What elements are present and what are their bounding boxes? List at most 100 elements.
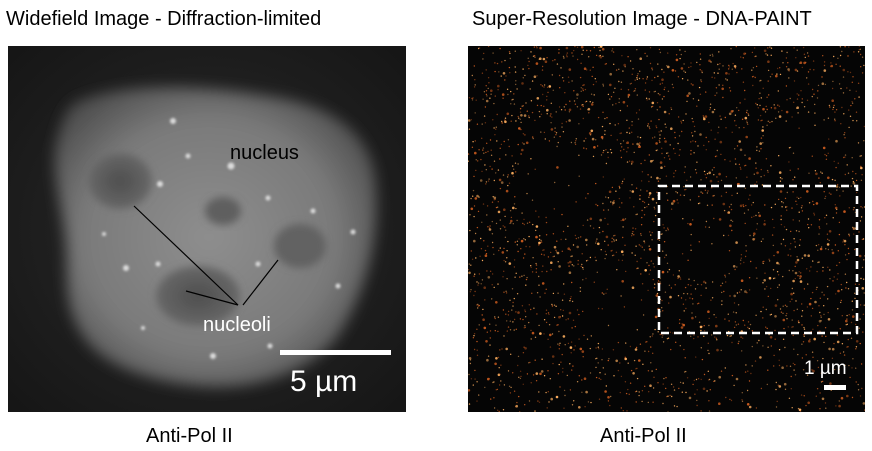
localization-point [693,279,695,282]
localization-point [855,346,858,348]
localization-point [762,345,764,347]
localization-point [676,192,679,194]
localization-point [821,335,823,337]
localization-point [826,233,829,235]
localization-point [684,357,686,359]
localization-point [739,263,742,265]
localization-point [864,255,865,257]
localization-point [690,284,692,287]
localization-point [506,320,508,322]
localization-point [750,260,752,263]
localization-point [728,64,730,67]
localization-point [851,101,853,103]
localization-point [581,253,583,255]
localization-point [859,220,862,222]
localization-point [559,386,561,388]
localization-point [565,121,568,123]
localization-point [639,343,642,345]
localization-point [838,233,841,236]
localization-point [590,129,594,133]
localization-point [672,199,676,203]
localization-point [853,207,855,209]
localization-point [655,202,658,204]
localization-point [762,261,764,263]
localization-point [644,52,646,55]
localization-point [468,271,471,275]
localization-point [668,284,671,286]
localization-point [822,266,824,269]
localization-point [776,286,779,289]
localization-point [513,318,516,321]
localization-point [843,239,847,243]
localization-point [569,100,571,102]
localization-point [798,271,800,273]
localization-point [523,143,525,145]
localization-point [832,217,834,219]
localization-point [636,367,638,370]
localization-point [659,51,662,54]
localization-point [652,352,654,354]
localization-point [793,348,795,350]
localization-point [690,65,692,68]
localization-point [494,362,497,366]
localization-point [661,270,665,274]
localization-point [529,246,531,248]
localization-point [660,166,663,169]
localization-point [803,328,806,330]
localization-point [742,204,744,206]
localization-point [560,361,562,363]
localization-point [611,186,614,189]
localization-point [700,378,702,381]
localization-point [806,306,809,308]
localization-point [648,391,650,393]
localization-point [669,394,671,397]
localization-point [719,140,723,144]
localization-point [705,149,707,151]
localization-point [844,137,846,139]
localization-point [836,264,838,267]
localization-point [619,391,621,394]
localization-point [503,140,505,143]
localization-point [474,290,476,293]
localization-point [504,59,506,62]
localization-point [834,118,836,120]
localization-point [562,335,566,338]
localization-point [543,105,545,107]
localization-point [626,105,629,107]
localization-point [746,292,748,294]
localization-point [538,391,540,393]
localization-point [596,357,598,359]
localization-point [543,86,545,88]
localization-point [672,274,675,276]
localization-point [674,284,676,286]
localization-point [812,200,814,203]
localization-point [671,83,674,86]
localization-point [774,329,776,332]
localization-point [831,249,833,251]
localization-point [761,129,764,132]
localization-point [801,210,804,212]
localization-point [568,271,572,274]
localization-point [495,206,498,209]
localization-point [634,88,637,90]
localization-point [646,78,648,80]
localization-point [514,50,516,52]
localization-point [485,85,487,87]
localization-point [604,217,606,220]
localization-point [692,98,695,100]
localization-point [667,327,669,329]
localization-point [683,63,685,65]
localization-point [850,321,853,324]
localization-point [479,255,481,257]
localization-point [653,287,656,289]
localization-point [612,51,615,53]
localization-point [664,123,666,125]
localization-point [623,178,625,180]
localization-point [651,105,654,108]
localization-point [786,365,788,367]
localization-point [567,247,570,250]
localization-point [801,303,803,305]
localization-point [747,123,749,126]
localization-point [861,387,863,390]
localization-point [857,82,860,84]
